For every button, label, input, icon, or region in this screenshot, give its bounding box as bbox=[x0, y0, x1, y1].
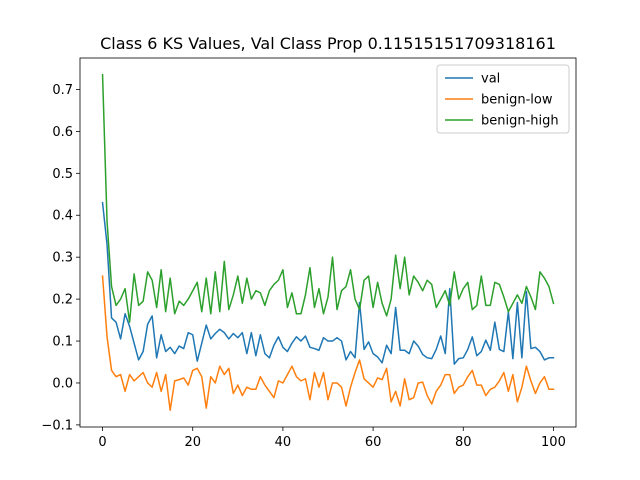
legend-box bbox=[436, 64, 570, 134]
y-tick-label: 0.7 bbox=[52, 83, 73, 98]
axes-layer: 0 20 40 60 80 100 −0.1 0.0 0.1 0.2 0.3 0.4 0.5 0.6 0.7 bbox=[41, 57, 577, 450]
legend-label-val: val bbox=[481, 72, 500, 87]
x-tick-label: 20 bbox=[184, 435, 201, 450]
y-tick-label: 0.5 bbox=[52, 167, 73, 182]
chart-title: Class 6 KS Values, Val Class Prop 0.1151… bbox=[100, 34, 556, 53]
legend: val benign-low benign-high bbox=[436, 64, 570, 134]
series-line-benign-high bbox=[101, 73, 555, 323]
x-tick-label: 80 bbox=[455, 435, 472, 450]
legend-label-benign-low: benign-low bbox=[481, 93, 553, 108]
y-tick-label: 0.2 bbox=[52, 293, 73, 308]
series-layer bbox=[101, 73, 555, 411]
y-tick-label: −0.1 bbox=[41, 418, 73, 433]
x-tick-label: 0 bbox=[98, 435, 106, 450]
y-tick-label: 0.6 bbox=[52, 125, 73, 140]
x-tick-label: 100 bbox=[541, 435, 566, 450]
x-tick-label: 40 bbox=[275, 435, 292, 450]
y-tick-label: 0.0 bbox=[52, 376, 73, 391]
x-tick-label: 60 bbox=[365, 435, 382, 450]
legend-label-benign-high: benign-high bbox=[481, 114, 559, 129]
y-tick-label: 0.4 bbox=[52, 209, 73, 224]
y-tick-label: 0.3 bbox=[52, 251, 73, 266]
series-line-benign-low bbox=[101, 275, 555, 411]
y-tick-label: 0.1 bbox=[52, 335, 73, 350]
axes-frame bbox=[79, 57, 577, 428]
series-line-val bbox=[101, 201, 555, 365]
